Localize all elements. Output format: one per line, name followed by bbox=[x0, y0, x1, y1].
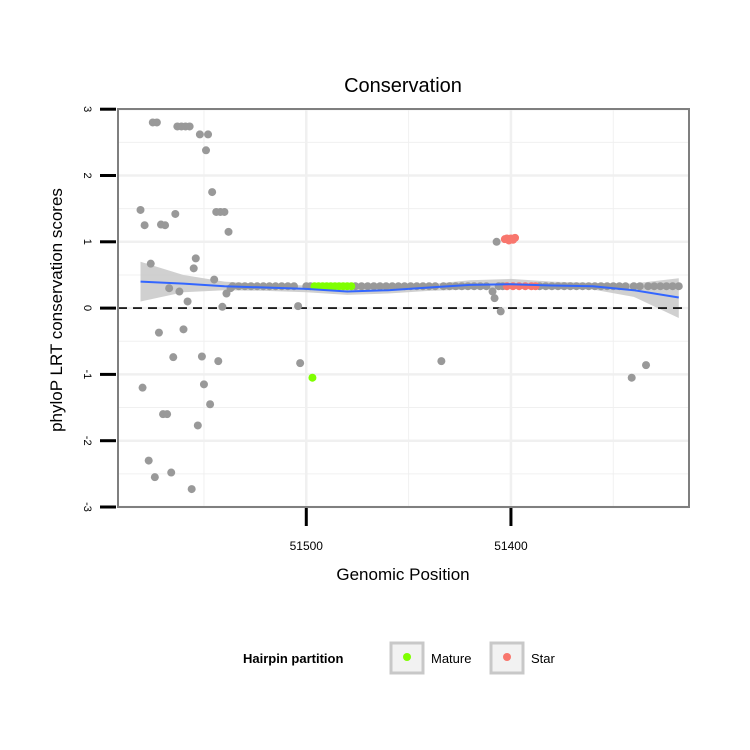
legend-dot-star bbox=[503, 653, 511, 661]
data-point-other bbox=[185, 122, 194, 131]
data-point-other bbox=[674, 282, 683, 291]
data-point-other bbox=[208, 188, 217, 197]
data-point-other bbox=[154, 328, 163, 337]
data-point-other bbox=[224, 227, 233, 236]
data-point-other bbox=[210, 275, 219, 284]
y-tick-label: 3 bbox=[81, 106, 93, 112]
plot-border bbox=[117, 108, 690, 508]
data-point-other bbox=[146, 259, 155, 268]
data-point-other bbox=[197, 352, 206, 361]
data-point-other bbox=[202, 146, 211, 155]
data-point-other bbox=[175, 287, 184, 296]
data-point-other bbox=[183, 297, 192, 306]
legend-title: Hairpin partition bbox=[243, 651, 343, 666]
data-point-other bbox=[629, 282, 638, 291]
data-point-other bbox=[169, 353, 178, 362]
data-point-other bbox=[635, 282, 644, 291]
legend: Hairpin partition Mature Star bbox=[243, 641, 556, 675]
data-point-other bbox=[218, 302, 227, 311]
x-axis-title: Genomic Position bbox=[336, 565, 469, 584]
data-point-other bbox=[193, 421, 202, 430]
data-point-other bbox=[388, 282, 397, 291]
data-point-other bbox=[375, 282, 384, 291]
data-point-other bbox=[382, 282, 391, 291]
data-point-other bbox=[214, 357, 223, 366]
data-point-other bbox=[437, 357, 446, 366]
data-point-other bbox=[195, 130, 204, 139]
data-point-other bbox=[161, 221, 170, 230]
data-point-other bbox=[492, 237, 501, 246]
data-point-other bbox=[627, 373, 636, 382]
data-point-other bbox=[656, 282, 665, 291]
data-point-other bbox=[165, 284, 174, 293]
data-point-other bbox=[642, 361, 651, 370]
legend-label-mature: Mature bbox=[431, 651, 471, 666]
data-point-other bbox=[136, 205, 145, 214]
chart-title: Conservation bbox=[344, 75, 462, 97]
data-point-other bbox=[488, 287, 497, 296]
y-tick-label: 2 bbox=[81, 172, 93, 178]
data-point-other bbox=[650, 282, 659, 291]
data-point-mature bbox=[308, 373, 317, 382]
data-point-other bbox=[363, 282, 372, 291]
data-point-other bbox=[482, 282, 491, 291]
data-point-other bbox=[144, 456, 153, 465]
legend-label-star: Star bbox=[531, 651, 556, 666]
data-point-other bbox=[171, 209, 180, 218]
y-tick-label: 0 bbox=[81, 305, 93, 311]
data-point-other bbox=[179, 325, 188, 334]
y-axis-title: phyloP LRT conservation scores bbox=[47, 188, 66, 432]
data-point-star bbox=[511, 233, 520, 242]
data-point-other bbox=[167, 468, 176, 477]
x-tick-label: 51400 bbox=[494, 539, 528, 553]
data-point-other bbox=[187, 485, 196, 494]
y-tick-label: -2 bbox=[81, 436, 93, 446]
data-point-other bbox=[163, 410, 172, 419]
data-point-other bbox=[220, 207, 229, 216]
data-point-other bbox=[668, 282, 677, 291]
data-point-star bbox=[531, 282, 540, 291]
data-point-other bbox=[644, 282, 653, 291]
data-point-other bbox=[496, 307, 505, 316]
data-point-mature bbox=[347, 282, 356, 291]
data-point-other bbox=[490, 294, 499, 303]
smooth-trend-line bbox=[140, 280, 679, 299]
data-point-other bbox=[394, 282, 403, 291]
y-tick-label: -3 bbox=[81, 502, 93, 512]
data-point-other bbox=[191, 254, 200, 263]
legend-dot-mature bbox=[403, 653, 411, 661]
data-point-other bbox=[189, 264, 198, 273]
data-point-other bbox=[199, 380, 208, 389]
data-point-other bbox=[140, 221, 149, 230]
data-point-other bbox=[204, 130, 213, 139]
x-tick-label: 51500 bbox=[290, 539, 324, 553]
data-point-other bbox=[662, 282, 671, 291]
data-point-other bbox=[150, 473, 159, 482]
y-tick-label: 1 bbox=[81, 239, 93, 245]
data-point-other bbox=[152, 118, 161, 127]
data-point-other bbox=[357, 282, 366, 291]
data-point-other bbox=[206, 400, 215, 409]
y-tick-label: -1 bbox=[81, 370, 93, 380]
data-point-other bbox=[294, 302, 303, 311]
data-point-other bbox=[296, 359, 305, 368]
data-point-other bbox=[369, 282, 378, 291]
data-point-other bbox=[138, 383, 147, 392]
